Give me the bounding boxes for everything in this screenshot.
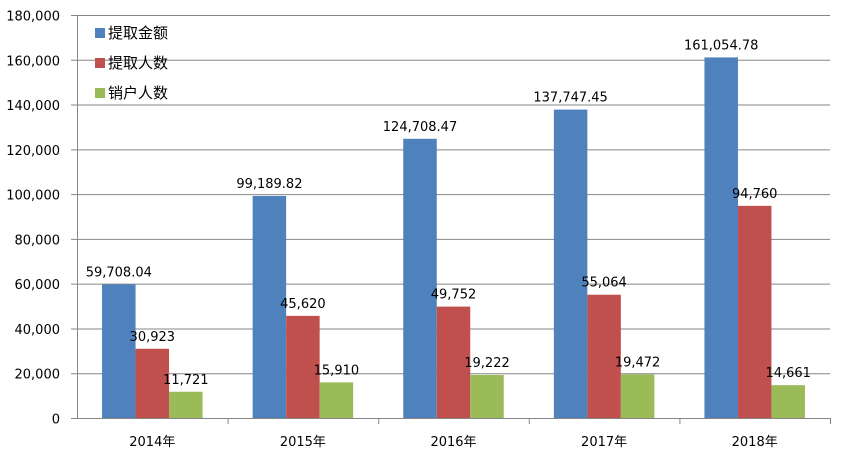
bar-amount [252, 195, 287, 418]
data-label: 94,760 [732, 187, 778, 202]
data-label: 19,472 [615, 355, 661, 370]
data-label: 45,620 [280, 297, 326, 312]
data-label: 30,923 [130, 330, 176, 345]
data-label: 15,910 [314, 363, 360, 378]
y-tick-label: 0 [52, 413, 60, 428]
bar-withdraw-count [135, 348, 170, 418]
bar-amount [704, 57, 738, 419]
data-label: 14,661 [765, 366, 811, 381]
bar-withdraw-count [436, 306, 471, 418]
bar-close-count [319, 382, 354, 418]
bar-amount [403, 138, 437, 418]
y-tick-label: 80,000 [15, 233, 61, 248]
legend-swatch [95, 58, 105, 68]
y-tick-label: 160,000 [6, 54, 60, 69]
data-label: 55,064 [581, 276, 627, 291]
bar-withdraw-count [587, 294, 621, 418]
data-label: 124,708.47 [383, 120, 457, 135]
bar-close-count [169, 391, 203, 418]
data-label: 99,189.82 [236, 177, 302, 192]
bar-withdraw-count [286, 315, 320, 418]
y-tick-label: 20,000 [15, 368, 61, 383]
x-tick-label: 2016年 [430, 435, 476, 450]
y-tick-label: 140,000 [6, 99, 60, 114]
legend-label: 销户人数 [108, 84, 168, 102]
data-label: 11,721 [163, 373, 209, 388]
legend-swatch [95, 28, 105, 38]
bar-amount [102, 284, 136, 418]
x-tick-label: 2014年 [129, 435, 175, 450]
y-tick-label: 60,000 [15, 278, 61, 293]
data-label: 137,747.45 [533, 91, 607, 106]
y-tick-label: 120,000 [6, 144, 60, 159]
data-label: 19,222 [464, 356, 510, 371]
data-label: 49,752 [431, 288, 477, 303]
bar-amount [553, 109, 588, 419]
bar-withdraw-count [737, 205, 772, 418]
legend-label: 提取人数 [108, 54, 168, 72]
x-tick-label: 2015年 [280, 435, 326, 450]
x-tick-label: 2017年 [581, 435, 627, 450]
bar-close-count [470, 374, 504, 418]
bar-close-count [620, 374, 655, 418]
legend-label: 提取金额 [108, 24, 168, 42]
data-label: 161,054.78 [684, 38, 758, 53]
x-tick-label: 2018年 [732, 435, 778, 450]
bar-close-count [771, 385, 805, 418]
y-tick-label: 100,000 [6, 189, 60, 204]
data-label: 59,708.04 [86, 265, 152, 280]
legend-swatch [95, 88, 105, 98]
y-tick-label: 180,000 [6, 10, 60, 25]
y-tick-label: 40,000 [15, 323, 61, 338]
